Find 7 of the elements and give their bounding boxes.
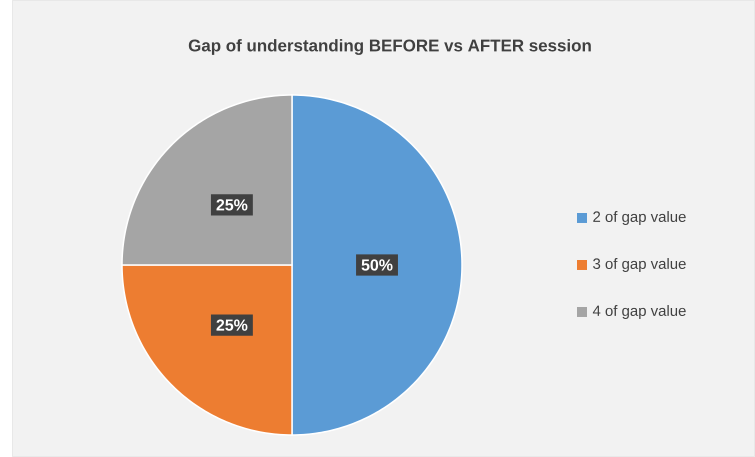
legend-label: 4 of gap value [592,305,686,319]
data-label: 25% [216,319,248,331]
chart-title: Gap of understanding BEFORE vs AFTER session [188,39,591,55]
data-label: 50% [362,259,393,271]
legend-label: 2 of gap value [593,211,686,225]
legend-label: 3 of gap value [593,258,686,272]
data-label: 25% [216,199,248,211]
